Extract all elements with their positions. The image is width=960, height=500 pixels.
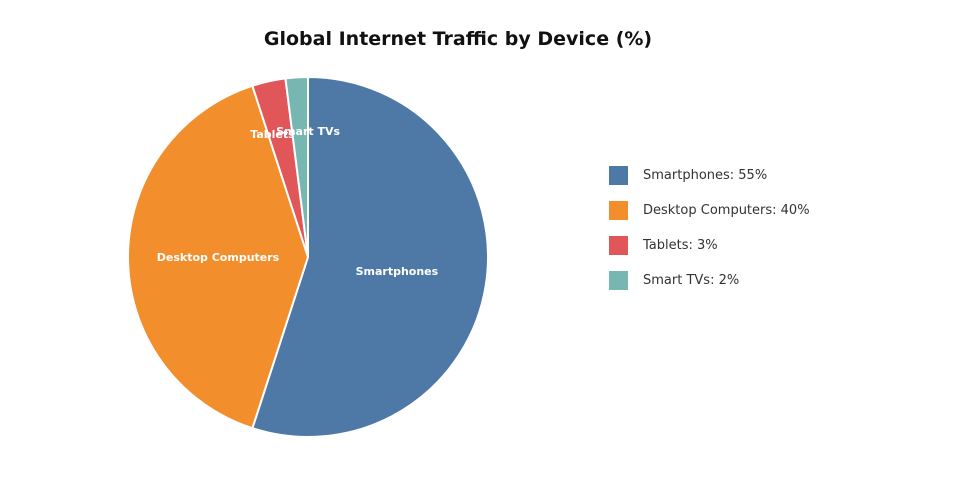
slice-label-tablets: Tablets: [250, 128, 295, 141]
legend-item-smartphones[interactable]: Smartphones: 55%: [609, 158, 810, 193]
slice-label-smart-tvs: Smart TVs: [276, 125, 340, 138]
legend-label: Desktop Computers: 40%: [643, 203, 810, 218]
pie-slice-smartphones[interactable]: [251, 75, 489, 438]
slice-label-desktop-computers: Desktop Computers: [157, 251, 280, 264]
legend-label: Smartphones: 55%: [643, 168, 768, 183]
legend-swatch: [609, 236, 628, 255]
legend-item-smart-tvs[interactable]: Smart TVs: 2%: [609, 263, 810, 298]
legend-item-tablets[interactable]: Tablets: 3%: [609, 228, 810, 263]
legend-label: Tablets: 3%: [643, 238, 718, 253]
chart-title: Global Internet Traffic by Device (%): [263, 28, 653, 50]
legend-swatch: [609, 271, 628, 290]
legend: Smartphones: 55% Desktop Computers: 40% Ta…: [609, 158, 810, 298]
pie-slice-smart-tvs[interactable]: [284, 75, 309, 258]
pie-slice-desktop-computers[interactable]: [127, 84, 310, 430]
legend-item-desktop-computers[interactable]: Desktop Computers: 40%: [609, 193, 810, 228]
slice-label-smartphones: Smartphones: [356, 265, 439, 278]
legend-label: Smart TVs: 2%: [643, 273, 740, 288]
legend-swatch: [609, 201, 628, 220]
legend-swatch: [609, 166, 628, 185]
